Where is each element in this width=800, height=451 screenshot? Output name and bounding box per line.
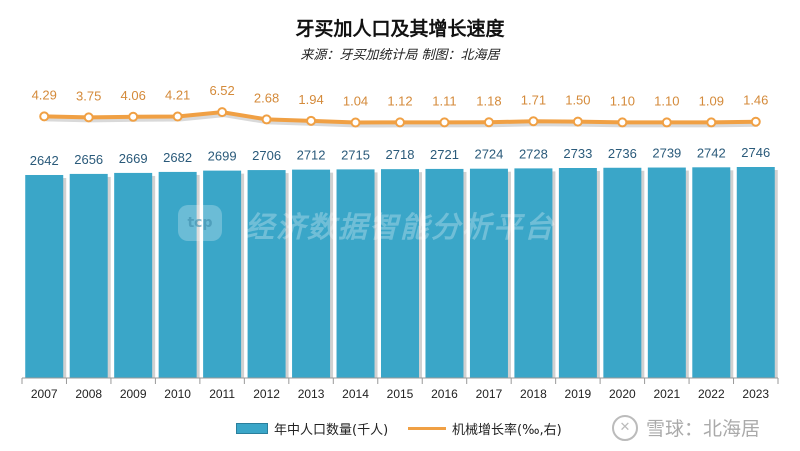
bar-value-label: 2712	[297, 148, 326, 163]
line-value-label: 1.10	[610, 93, 635, 108]
legend-bar-swatch	[236, 423, 268, 434]
legend-item-bar: 年中人口数量(千人)	[236, 419, 388, 438]
line-point	[706, 117, 717, 128]
line-value-label: 4.29	[32, 87, 57, 102]
line-point	[39, 111, 50, 122]
line-point	[528, 116, 539, 127]
x-tick-label: 2019	[565, 387, 592, 401]
credit-text: 雪球：北海居	[646, 418, 761, 440]
bar-value-label: 2706	[252, 148, 281, 163]
x-tick-label: 2015	[387, 387, 414, 401]
x-tick-label: 2011	[209, 387, 235, 401]
bar-value-label: 2656	[74, 152, 103, 167]
bar	[158, 171, 197, 378]
line-point	[661, 117, 672, 128]
x-tick-label: 2023	[742, 387, 769, 401]
line-value-label: 4.06	[121, 88, 146, 103]
bar	[292, 169, 331, 378]
legend-line-swatch	[408, 427, 446, 430]
bar	[736, 167, 775, 378]
watermark: 经济数据智能分析平台	[245, 210, 556, 244]
x-tick-label: 2018	[520, 387, 547, 401]
legend-item-line: 机械增长率(‰,右)	[408, 419, 562, 438]
line-point	[261, 114, 272, 125]
x-tick-label: 2017	[476, 387, 503, 401]
line-value-label: 1.18	[476, 93, 501, 108]
line-value-label: 1.94	[298, 92, 323, 107]
x-tick-label: 2010	[164, 387, 191, 401]
bar	[425, 168, 464, 378]
line-value-label: 1.10	[654, 93, 679, 108]
x-tick-label: 2016	[431, 387, 458, 401]
line-value-label: 1.11	[432, 93, 456, 108]
x-tick-label: 2021	[653, 387, 680, 401]
line-value-label: 3.75	[76, 88, 101, 103]
line-point	[350, 117, 361, 128]
x-tick-label: 2020	[609, 387, 636, 401]
line-point	[128, 111, 139, 122]
line-point	[306, 115, 317, 126]
legend-line-label: 机械增长率(‰,右)	[452, 423, 562, 438]
bar	[336, 169, 375, 378]
x-tick-label: 2014	[342, 387, 369, 401]
chart-title: 牙买加人口及其增长速度	[295, 18, 505, 40]
bar	[692, 167, 731, 378]
bar-value-label: 2721	[430, 147, 459, 162]
line-point	[750, 116, 761, 127]
snowball-logo-icon: ✕	[612, 414, 638, 441]
bar-value-label: 2742	[697, 145, 726, 160]
line-point	[83, 112, 94, 123]
x-tick-label: 2008	[75, 387, 102, 401]
bar	[381, 169, 419, 378]
x-tick-label: 2007	[31, 387, 58, 401]
bar	[247, 170, 286, 378]
bar-value-label: 2682	[163, 150, 192, 165]
bar-value-label: 2699	[208, 149, 237, 164]
bar-value-label: 2746	[741, 145, 770, 160]
line-value-label: 1.46	[743, 93, 768, 108]
line-point	[217, 107, 228, 118]
line-point	[483, 117, 494, 128]
line-point	[617, 117, 628, 128]
x-tick-label: 2013	[298, 387, 325, 401]
watermark-logo: tcp	[178, 205, 222, 241]
line-value-label: 1.71	[521, 92, 546, 107]
bar	[603, 167, 642, 378]
bar-value-label: 2718	[386, 147, 415, 162]
bar-value-label: 2736	[608, 146, 637, 161]
bar-value-label: 2733	[563, 146, 592, 161]
line-point	[172, 111, 183, 122]
bar	[25, 174, 64, 378]
line-value-label: 1.12	[387, 93, 412, 108]
credit-watermark: ✕ 雪球：北海居	[612, 414, 760, 441]
chart-subtitle: 来源：牙买加统计局 制图：北海居	[300, 48, 500, 63]
x-tick-label: 2012	[253, 387, 280, 401]
x-tick-label: 2009	[120, 387, 147, 401]
bar	[514, 168, 553, 378]
bar	[647, 167, 686, 378]
line-value-label: 1.09	[699, 93, 724, 108]
bar-value-label: 2669	[119, 151, 148, 166]
bar-value-label: 2724	[474, 147, 503, 162]
bar-value-label: 2642	[30, 153, 59, 168]
line-value-label: 1.04	[343, 94, 368, 109]
line-point	[395, 117, 405, 128]
line-value-label: 6.52	[209, 83, 234, 98]
bar	[114, 172, 153, 378]
bar	[69, 173, 108, 378]
x-tick-label: 2022	[698, 387, 725, 401]
line-point	[439, 117, 450, 128]
line-value-label: 1.50	[565, 93, 590, 108]
bar	[469, 168, 508, 378]
bar	[203, 170, 242, 378]
line-value-label: 2.68	[254, 90, 279, 105]
legend-bar-label: 年中人口数量(千人)	[274, 423, 389, 438]
bar-value-label: 2739	[652, 146, 681, 161]
bar-value-label: 2728	[519, 146, 548, 161]
line-point	[572, 116, 583, 127]
bar-value-label: 2715	[341, 147, 370, 162]
line-value-label: 4.21	[165, 88, 190, 103]
bar	[558, 167, 597, 378]
